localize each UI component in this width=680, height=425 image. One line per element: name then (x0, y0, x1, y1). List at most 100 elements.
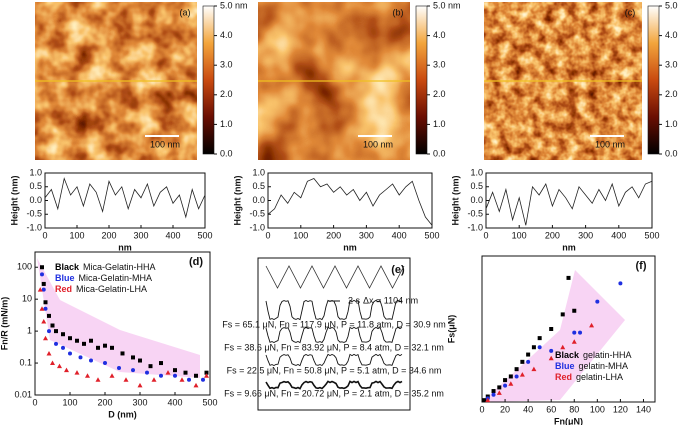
x-tick-label: 40 (523, 404, 533, 414)
legend-color-name: Black (55, 262, 80, 272)
y-tick-label: 0.5 (470, 181, 483, 191)
shaded-region (37, 258, 200, 378)
data-point (482, 398, 487, 403)
x-tick-label: 400 (165, 230, 180, 240)
data-point (50, 323, 55, 328)
y-tick-label: -0.5 (26, 209, 42, 219)
panel-label: (d) (189, 256, 203, 268)
data-point (526, 359, 531, 364)
data-point (103, 361, 107, 366)
data-point (123, 377, 129, 382)
data-point (137, 382, 143, 388)
panel-label: (e) (391, 264, 405, 276)
y-tick-label: 1.0 (29, 167, 42, 177)
data-point (165, 370, 171, 375)
y-tick-label: 10 (22, 294, 32, 304)
data-point (179, 377, 185, 382)
colorbar-label: 4.0 (433, 30, 446, 40)
panel-frame (257, 257, 411, 411)
data-point (41, 287, 46, 292)
x-tick-label: 120 (613, 404, 628, 414)
x-tick-label: 60 (546, 404, 556, 414)
data-point (61, 345, 65, 350)
data-point (595, 299, 600, 304)
x-tick-label: 0 (479, 404, 484, 414)
colorbar-label: 1.0 (220, 119, 233, 129)
colorbar-label: 0.0 (665, 148, 678, 158)
y-tick-label: -1.0 (26, 222, 42, 232)
colorbar-label: 5.0 nm (220, 0, 248, 10)
x-tick-label: 100 (62, 397, 77, 407)
friction-trace (265, 353, 403, 367)
data-point (194, 373, 198, 378)
panel-label: (f) (636, 260, 647, 272)
x-tick-label: 300 (132, 397, 147, 407)
data-point (68, 351, 72, 356)
data-point (183, 370, 188, 375)
data-point (41, 319, 47, 324)
data-point (85, 373, 90, 378)
data-point (548, 355, 554, 361)
data-point (41, 281, 46, 286)
y-tick-label: 100 (17, 262, 32, 272)
legend-entry: Black Mica-Gelatin-HHA (55, 262, 156, 272)
legend-entry: Red gelatin-LHA (555, 372, 623, 382)
data-point (503, 383, 508, 388)
colorbar-label: 2.0 (220, 89, 233, 99)
x-tick-label: 0 (42, 230, 47, 240)
data-point (537, 345, 542, 350)
y-axis-label: Height (nm) (232, 176, 242, 226)
data-point (54, 341, 58, 346)
data-point (40, 265, 44, 270)
data-point (39, 306, 45, 311)
colorbar-label: 3.0 (665, 60, 678, 70)
y-tick-label: 0.01 (14, 389, 32, 399)
data-point (148, 364, 153, 369)
friction-trace (265, 380, 403, 390)
x-axis-label: nm (118, 242, 132, 252)
data-point (566, 275, 571, 280)
data-point (491, 392, 496, 397)
data-point (572, 308, 577, 313)
x-tick-label: 200 (101, 230, 116, 240)
colorbar-label: 4.0 (665, 30, 678, 40)
data-point (110, 345, 114, 350)
friction-trace (265, 299, 403, 321)
data-point (57, 363, 62, 369)
data-point (589, 322, 595, 328)
data-point (61, 332, 65, 337)
drive-signal (265, 265, 405, 289)
x-tick-label: 0 (265, 230, 270, 240)
scale-bar-label: 100 nm (363, 139, 393, 149)
profile-curve (267, 178, 433, 226)
x-tick-label: 200 (326, 230, 341, 240)
data-point (508, 381, 514, 386)
data-point (173, 373, 177, 378)
colorbar-label: 5.0 nm (665, 0, 680, 10)
x-tick-label: 300 (359, 230, 374, 240)
x-tick-label: 100 (293, 230, 308, 240)
colorbar (202, 5, 215, 155)
data-point (117, 366, 121, 371)
x-tick-label: 0 (483, 230, 488, 240)
y-tick-label: -1.0 (467, 222, 483, 232)
legend-color-name: Red (55, 284, 72, 294)
y-axis-label: Height (nm) (9, 176, 19, 226)
axes-frame (34, 251, 211, 396)
data-point (47, 329, 51, 334)
legend-name: Mica-Gelatin-MHA (79, 273, 153, 283)
data-point (496, 390, 502, 395)
legend-entry: Black gelatin-HHA (555, 350, 632, 360)
data-point (537, 336, 542, 341)
colorbar (647, 5, 660, 155)
colorbar-label: 0.0 (220, 148, 233, 158)
axes-frame (267, 172, 433, 229)
x-tick-label: 400 (611, 230, 626, 240)
data-point (120, 351, 125, 356)
data-point (131, 355, 135, 360)
scale-bar-label: 100 nm (595, 139, 625, 149)
data-point (47, 313, 51, 318)
y-tick-label: 0.5 (252, 181, 265, 191)
panel-label: (c) (625, 7, 636, 17)
x-tick-label: 100 (69, 230, 84, 240)
